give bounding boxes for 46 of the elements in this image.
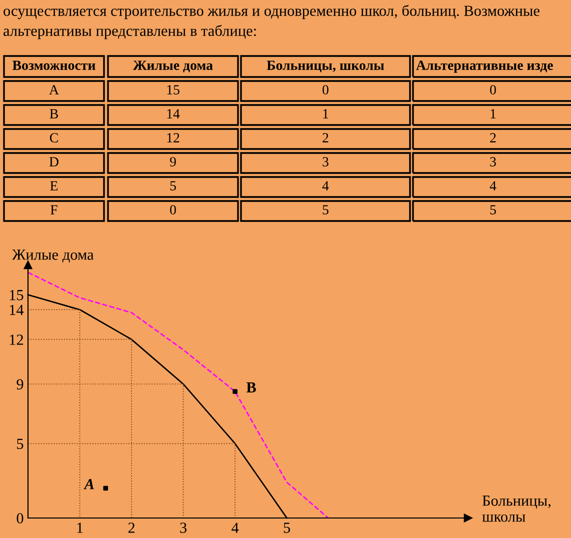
y-tick-label: 5 <box>17 438 24 450</box>
text: E <box>50 181 58 190</box>
text: Жилые дома <box>133 60 213 72</box>
text: осуществляется строительство жилья и одновременно школ, больниц. Возможные <box>4 4 540 20</box>
text: Возможности <box>12 60 96 70</box>
text: 1 <box>490 109 496 118</box>
y-axis-title: Жилые дома <box>12 250 94 263</box>
y-tick-label: 12 <box>10 334 23 345</box>
text: B <box>50 109 58 118</box>
text: D <box>49 157 58 166</box>
y-tick-label: 0 <box>16 513 24 524</box>
y-tick-label: 14 <box>10 304 24 315</box>
text: 2 <box>490 133 496 142</box>
annotation: A <box>84 479 94 490</box>
text: 4 <box>490 181 496 190</box>
text: 0 <box>322 85 328 94</box>
x-tick-label: 3 <box>180 522 187 533</box>
text: C <box>50 133 58 142</box>
text: 1 <box>323 109 328 118</box>
text: 5 <box>322 205 328 214</box>
x-tick-label: 2 <box>128 522 135 533</box>
x-tick-label: 4 <box>232 522 239 533</box>
text: 12 <box>167 133 180 142</box>
y-tick-label: 9 <box>16 379 24 390</box>
x-tick-label: 1 <box>77 522 83 533</box>
text: 5 <box>490 205 496 214</box>
text: 0 <box>170 205 176 214</box>
text: 0 <box>490 85 496 94</box>
text: F <box>50 205 58 214</box>
x-tick-label: 5 <box>284 522 290 533</box>
y-tick-label: 15 <box>10 290 24 300</box>
text: 14 <box>167 109 180 118</box>
text: альтернативы представлены в таблице: <box>4 24 256 40</box>
text: 3 <box>322 157 328 166</box>
text: 9 <box>170 157 176 166</box>
annotation: B <box>246 382 256 392</box>
x-axis-title: Больницы, школы <box>482 496 550 522</box>
text: 5 <box>170 181 176 190</box>
text: 15 <box>167 85 180 94</box>
line-series <box>27 272 329 519</box>
text: Больницы, школы <box>266 60 384 72</box>
text: Альтернативные изде <box>416 60 553 73</box>
text: 4 <box>322 181 329 190</box>
text: A <box>49 85 59 94</box>
text: 2 <box>322 133 328 142</box>
text: 3 <box>490 157 496 166</box>
